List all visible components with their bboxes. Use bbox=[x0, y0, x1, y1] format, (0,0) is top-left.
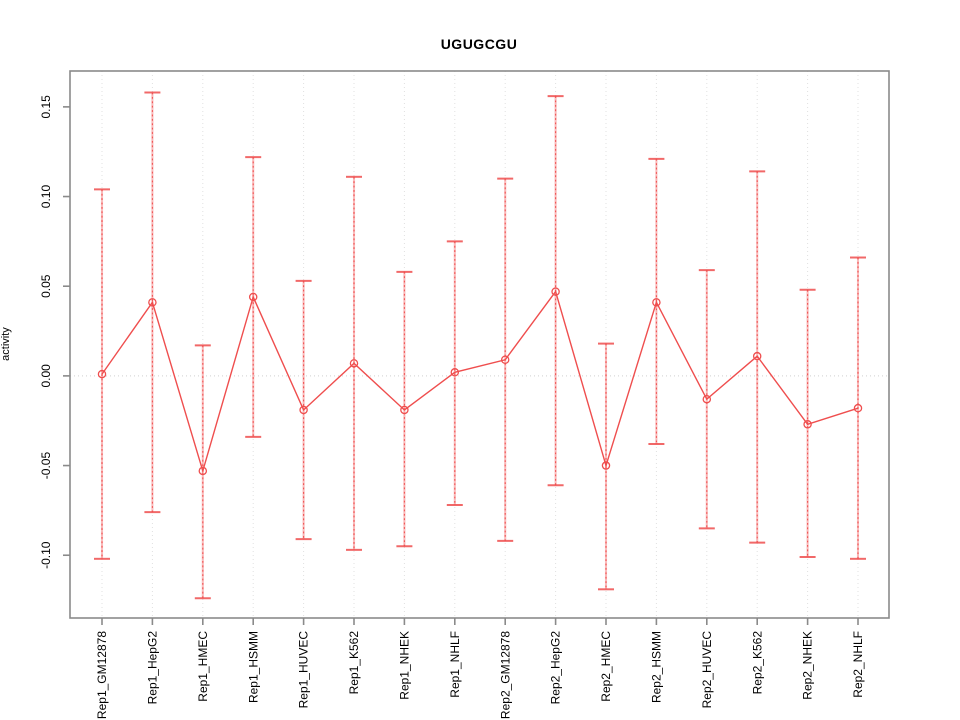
x-tick-label-Rep2_HepG2: Rep2_HepG2 bbox=[549, 631, 563, 705]
data-point-Rep1_NHEK bbox=[400, 405, 409, 415]
x-tick-label-Rep2_K562: Rep2_K562 bbox=[750, 631, 764, 695]
plot-box bbox=[69, 70, 890, 619]
x-tick-label-Rep1_NHLF: Rep1_NHLF bbox=[448, 631, 462, 698]
data-point-Rep2_GM12878 bbox=[500, 355, 510, 364]
x-tick-label-Rep1_HUVEC: Rep1_HUVEC bbox=[297, 631, 311, 709]
data-point-Rep2_NHLF bbox=[853, 403, 863, 413]
data-point-Rep1_K562 bbox=[349, 359, 359, 368]
chart-title: UGUGCGU bbox=[440, 36, 518, 52]
x-tick-label-Rep1_HMEC: Rep1_HMEC bbox=[196, 631, 210, 702]
x-tick-label-Rep2_NHLF: Rep2_NHLF bbox=[851, 631, 865, 698]
data-point-Rep2_HSMM bbox=[652, 298, 661, 307]
y-tick-label: 0.05 bbox=[39, 274, 53, 298]
x-tick-label-Rep2_HSMM: Rep2_HSMM bbox=[649, 631, 663, 703]
y-tick-label: 0.10 bbox=[39, 185, 53, 209]
data-point-Rep2_HUVEC bbox=[702, 394, 712, 404]
x-tick-label-Rep1_HepG2: Rep1_HepG2 bbox=[145, 631, 159, 705]
data-point-Rep1_GM12878 bbox=[97, 369, 107, 379]
y-tick-label: 0.15 bbox=[39, 95, 53, 119]
data-point-Rep1_HMEC bbox=[198, 466, 208, 476]
x-tick-label-Rep2_NHEK: Rep2_NHEK bbox=[801, 631, 815, 700]
data-point-Rep1_NHLF bbox=[450, 368, 460, 377]
y-tick-label: -0.10 bbox=[39, 541, 53, 569]
series-line bbox=[101, 290, 859, 474]
data-point-Rep1_HUVEC bbox=[299, 405, 308, 415]
y-tick-label: 0.00 bbox=[39, 364, 53, 388]
x-tick-label-Rep2_HMEC: Rep2_HMEC bbox=[599, 631, 613, 702]
x-tick-label-Rep2_GM12878: Rep2_GM12878 bbox=[498, 631, 512, 719]
x-tick-label-Rep1_NHEK: Rep1_NHEK bbox=[397, 631, 411, 700]
x-tick-label-Rep2_HUVEC: Rep2_HUVEC bbox=[700, 631, 714, 709]
x-tick-label-Rep1_GM12878: Rep1_GM12878 bbox=[95, 631, 109, 719]
data-point-Rep2_NHEK bbox=[803, 420, 812, 429]
x-tick-label-Rep1_HSMM: Rep1_HSMM bbox=[246, 631, 260, 703]
data-point-Rep2_K562 bbox=[752, 351, 762, 361]
data-point-Rep2_HepG2 bbox=[551, 287, 560, 296]
data-point-Rep2_HMEC bbox=[601, 461, 611, 470]
data-point-Rep1_HepG2 bbox=[148, 298, 157, 307]
y-tick-label: -0.05 bbox=[39, 452, 53, 480]
x-tick-label-Rep1_K562: Rep1_K562 bbox=[347, 631, 361, 695]
data-point-Rep1_HSMM bbox=[248, 292, 258, 302]
